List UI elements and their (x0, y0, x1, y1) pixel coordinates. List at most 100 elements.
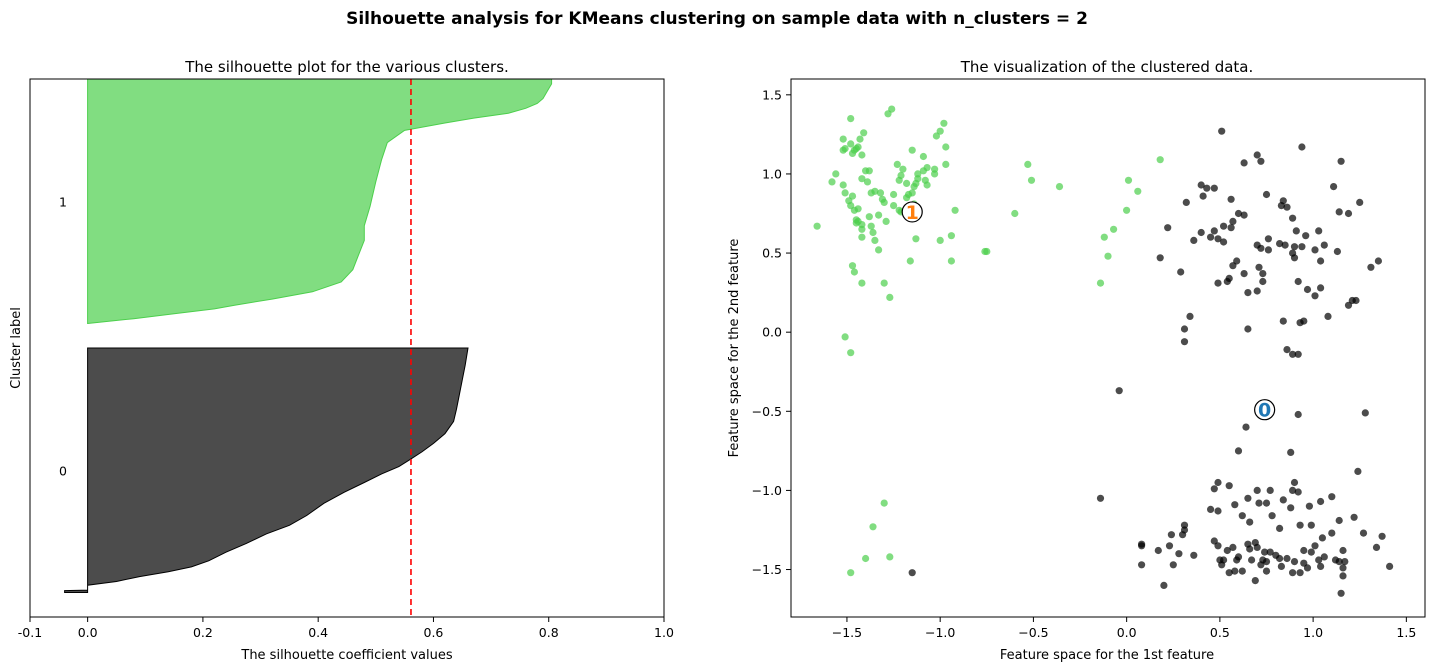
data-point-cluster-0 (1246, 518, 1254, 526)
data-point-cluster-1 (860, 129, 868, 137)
data-point-cluster-1 (867, 222, 875, 230)
x-tick-label: 0.2 (193, 625, 213, 640)
x-tick-label: 1.0 (1303, 625, 1323, 640)
data-point-cluster-0 (1266, 548, 1274, 556)
data-point-cluster-1 (858, 175, 866, 183)
data-point-cluster-0 (1234, 553, 1243, 561)
data-point-cluster-1 (893, 160, 901, 168)
data-point-cluster-1 (867, 189, 875, 197)
data-point-cluster-0 (1298, 243, 1306, 251)
cluster-center-label-1: 1 (906, 202, 919, 224)
data-point-cluster-0 (1165, 542, 1174, 550)
x-tick-label: −0.5 (1018, 625, 1048, 640)
data-point-cluster-0 (1289, 350, 1297, 358)
data-point-cluster-0 (1283, 554, 1291, 563)
x-tick-label: 0.6 (424, 625, 444, 640)
x-tick-label: 0.5 (1210, 625, 1230, 640)
data-point-cluster-1 (923, 164, 931, 172)
data-point-cluster-0 (1298, 143, 1306, 151)
data-point-cluster-1 (862, 554, 870, 563)
data-point-cluster-0 (1207, 233, 1215, 241)
data-point-cluster-0 (1227, 224, 1235, 232)
silhouette-plot-frame (29, 78, 665, 618)
data-point-cluster-0 (1257, 244, 1265, 252)
data-point-cluster-1 (886, 553, 894, 561)
data-point-cluster-0 (1214, 279, 1222, 287)
data-point-cluster-0 (1386, 562, 1394, 571)
silhouette-plot: The silhouette plot for the various clus… (9, 58, 674, 663)
data-point-cluster-0 (1317, 497, 1325, 506)
data-point-cluster-0 (1303, 285, 1312, 294)
data-point-cluster-0 (1180, 325, 1189, 333)
data-point-cluster-0 (1214, 507, 1222, 515)
y-tick-label: −0.5 (752, 404, 782, 419)
data-point-cluster-0 (1138, 561, 1146, 569)
y-tick-label: 0.0 (762, 325, 782, 340)
data-point-cluster-0 (1324, 312, 1332, 320)
cluster-label-1: 1 (59, 194, 67, 209)
data-point-cluster-1 (852, 145, 860, 153)
data-point-cluster-1 (865, 213, 873, 221)
data-point-cluster-1 (942, 160, 950, 168)
scatter-marks: 01 (813, 105, 1394, 597)
data-point-cluster-0 (1378, 532, 1386, 540)
data-point-cluster-0 (1246, 545, 1254, 553)
data-point-cluster-0 (1251, 577, 1259, 585)
data-point-cluster-0 (1266, 486, 1274, 494)
data-point-cluster-0 (1283, 203, 1291, 211)
data-point-cluster-0 (1337, 589, 1345, 597)
data-point-cluster-0 (1302, 232, 1310, 240)
data-point-cluster-1 (863, 178, 872, 186)
data-point-cluster-0 (1253, 151, 1261, 159)
cluster-label-0: 0 (59, 463, 67, 478)
x-tick-label: 0.0 (78, 625, 98, 640)
data-point-cluster-0 (1290, 254, 1299, 262)
data-point-cluster-1 (1110, 225, 1118, 233)
data-point-cluster-1 (813, 222, 821, 230)
data-point-cluster-0 (1210, 537, 1218, 545)
x-tick-label: 0.0 (1117, 625, 1137, 640)
x-tick-label: −1.5 (832, 625, 862, 640)
data-point-cluster-0 (1164, 224, 1172, 232)
data-point-cluster-0 (1292, 227, 1300, 235)
data-point-cluster-1 (839, 135, 847, 143)
data-point-cluster-0 (1229, 543, 1237, 552)
data-point-cluster-0 (1287, 448, 1295, 456)
data-point-cluster-0 (1242, 423, 1250, 431)
data-point-cluster-1 (839, 146, 847, 154)
data-point-cluster-0 (1096, 494, 1105, 502)
data-point-cluster-0 (1335, 208, 1343, 216)
data-point-cluster-0 (1264, 235, 1272, 243)
cluster-center-0 (1254, 399, 1276, 421)
data-point-cluster-1 (852, 219, 860, 227)
data-point-cluster-1 (1134, 187, 1142, 195)
data-point-cluster-0 (1240, 159, 1248, 167)
data-point-cluster-0 (1328, 529, 1336, 537)
silhouette-x-ticks: -0.1 0.0 0.2 0.4 0.6 0.8 1.0 (18, 617, 674, 640)
data-point-cluster-0 (1277, 202, 1285, 210)
data-point-cluster-0 (1210, 184, 1218, 192)
data-point-cluster-1 (847, 140, 855, 148)
data-point-cluster-0 (1186, 312, 1194, 320)
data-point-cluster-0 (1328, 493, 1336, 501)
data-point-cluster-1 (947, 232, 956, 240)
data-point-cluster-1 (919, 152, 928, 161)
data-point-cluster-0 (1339, 572, 1347, 580)
data-point-cluster-1 (912, 179, 920, 187)
data-point-cluster-0 (1182, 198, 1190, 206)
data-point-cluster-0 (1255, 499, 1263, 507)
data-point-cluster-0 (1253, 287, 1261, 295)
data-point-cluster-0 (1320, 553, 1328, 561)
data-point-cluster-0 (1311, 292, 1319, 300)
data-point-cluster-0 (1289, 569, 1297, 577)
data-point-cluster-0 (1339, 564, 1347, 572)
data-point-cluster-0 (1287, 504, 1295, 512)
data-point-cluster-1 (899, 165, 907, 173)
data-point-cluster-1 (848, 262, 857, 270)
data-point-cluster-0 (1339, 546, 1347, 555)
data-point-cluster-0 (1197, 181, 1205, 189)
data-point-cluster-0 (1257, 157, 1265, 165)
x-tick-label: 0.4 (308, 625, 328, 640)
data-point-cluster-0 (1244, 289, 1252, 297)
data-point-cluster-0 (1344, 301, 1353, 309)
